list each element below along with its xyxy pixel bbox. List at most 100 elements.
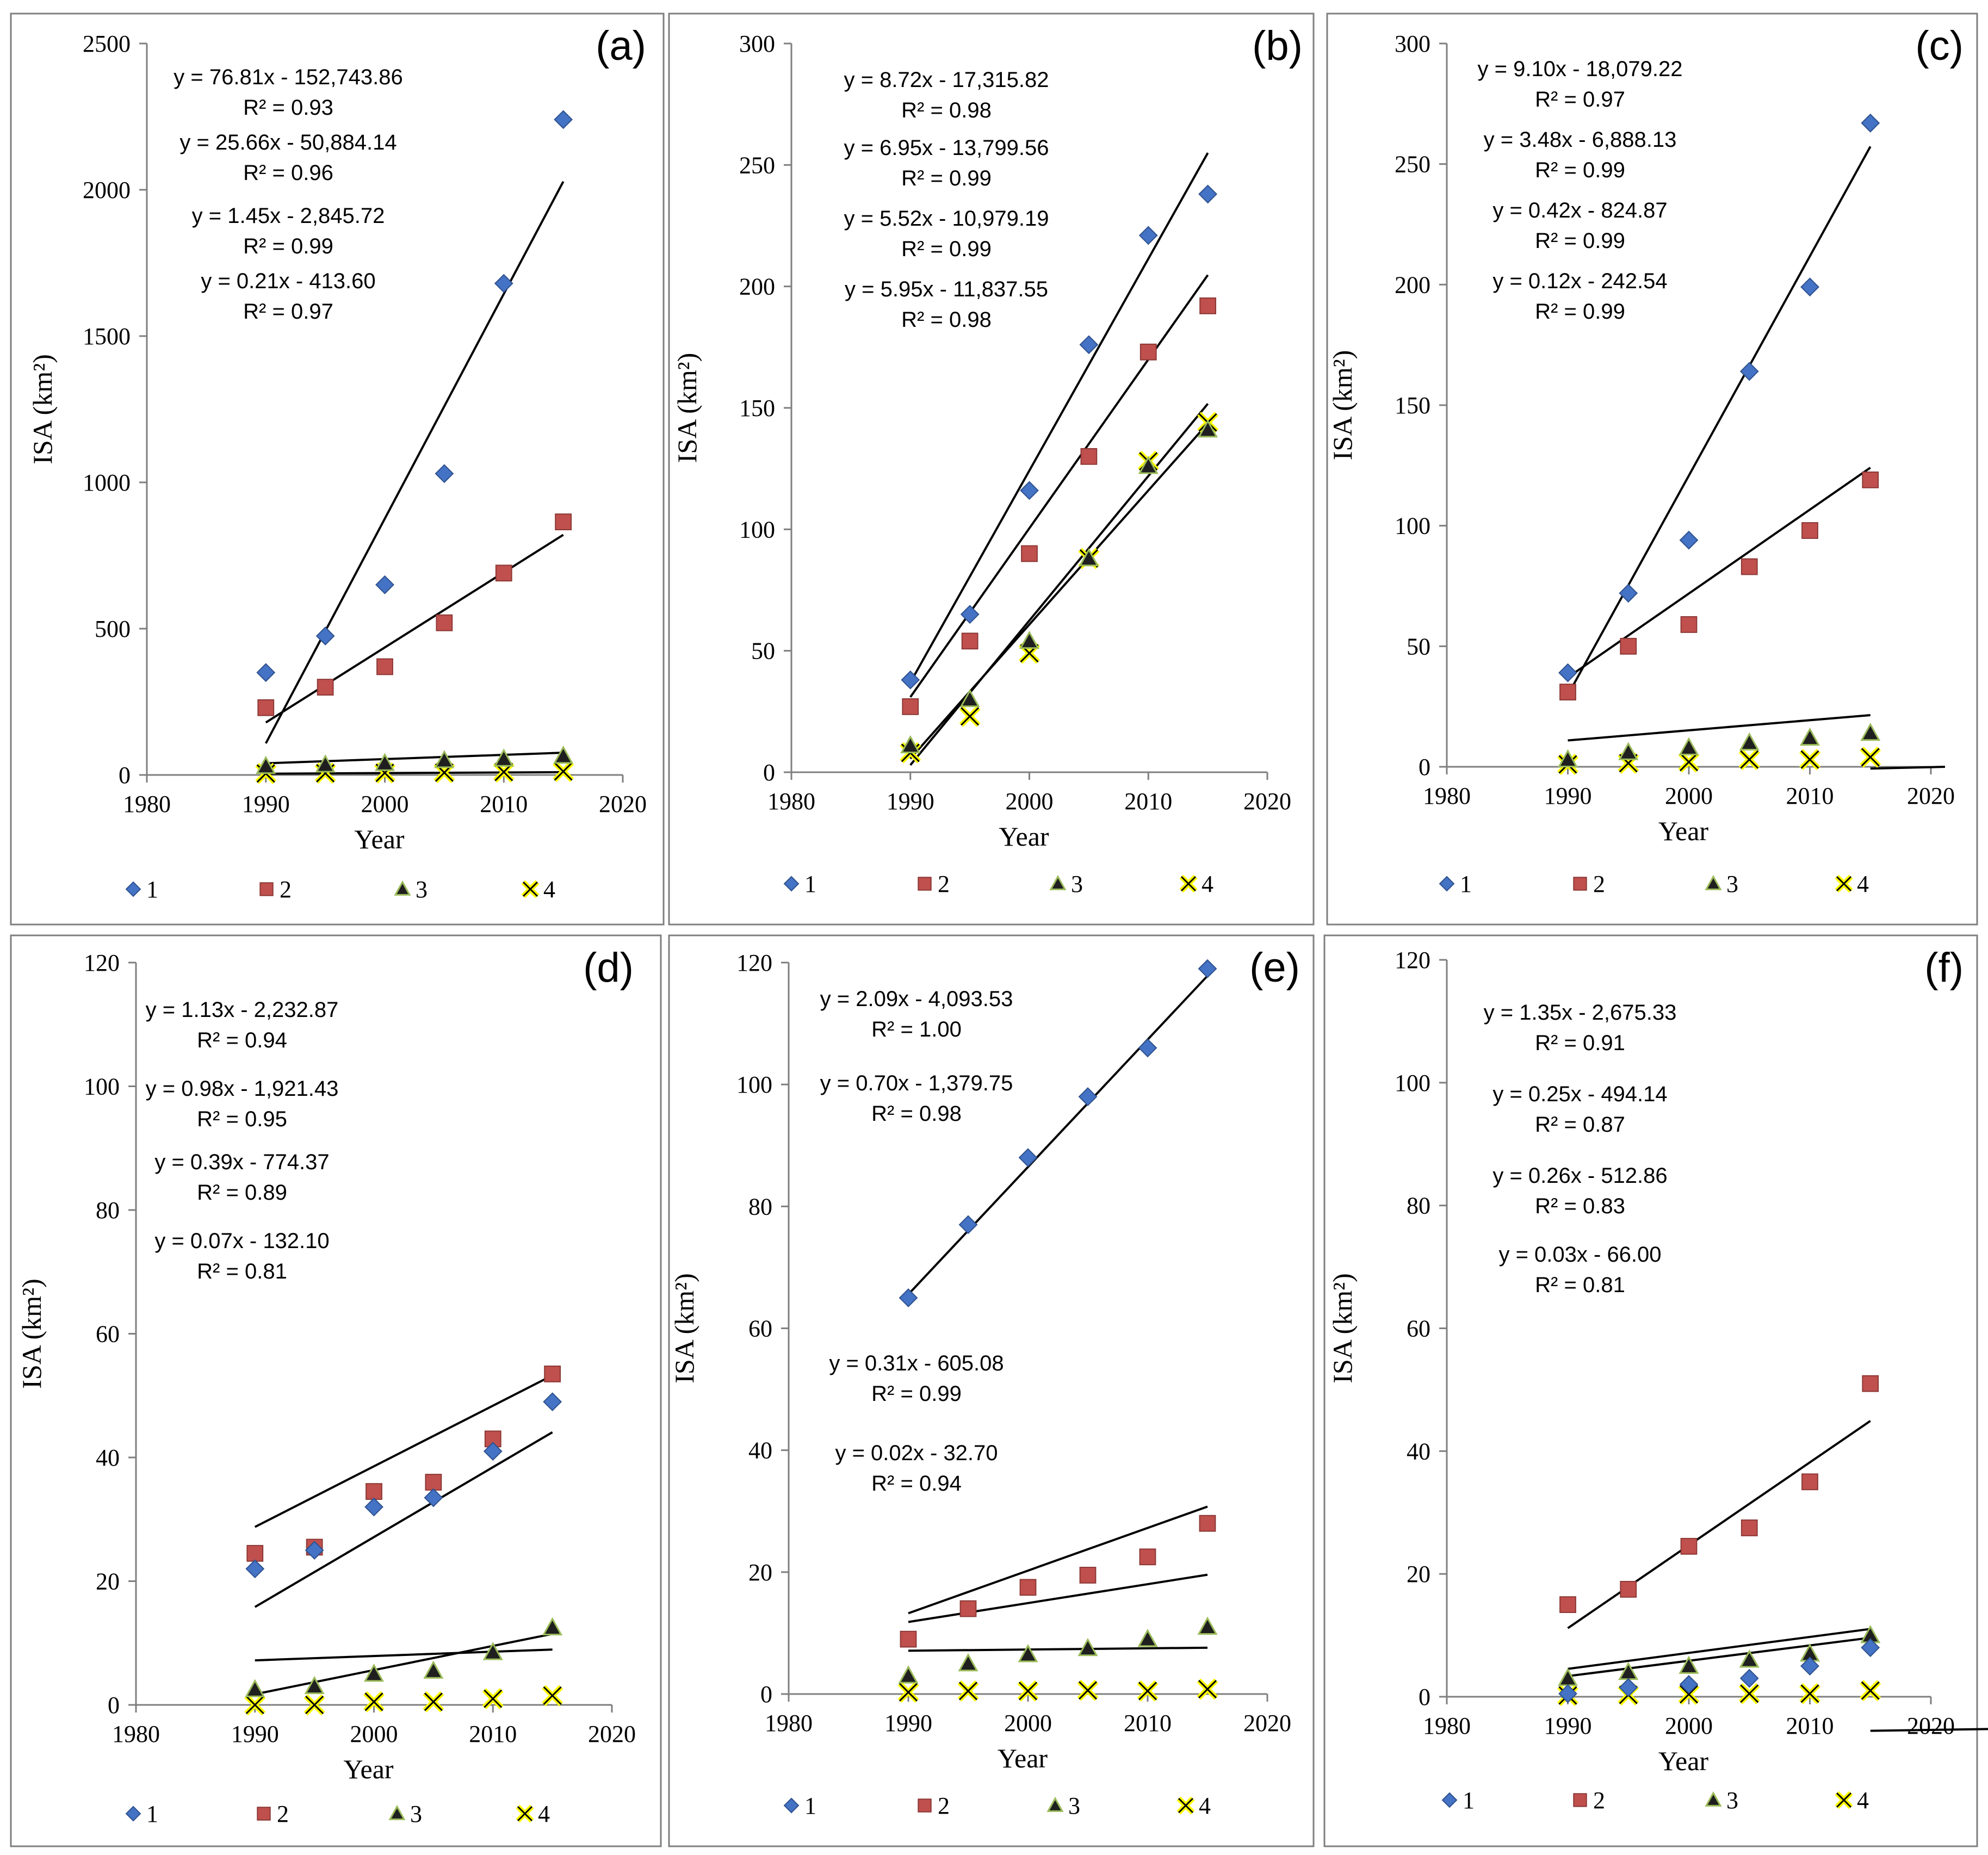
y-tick-label: 150: [1395, 392, 1430, 419]
data-point-series-1: [901, 670, 920, 690]
trend-equation: y = 2.09x - 4,093.53: [820, 987, 1013, 1011]
r-squared-label: R² = 0.97: [1535, 88, 1625, 111]
trend-equation: y = 0.02x - 32.70: [835, 1441, 998, 1465]
x-tick-label: 1990: [884, 1710, 932, 1736]
data-point-series-1: [1679, 1675, 1699, 1694]
trend-equation: y = 0.26x - 512.86: [1492, 1164, 1667, 1188]
y-tick-label: 120: [84, 950, 120, 976]
legend-marker-3: [394, 880, 411, 896]
data-point-series-4: [542, 1685, 563, 1707]
data-point-series-4: [423, 1691, 444, 1713]
data-point-series-4: [1077, 1679, 1099, 1701]
data-point-series-4: [897, 1682, 919, 1703]
data-point-series-2: [1199, 1515, 1216, 1532]
r-squared-label: R² = 0.96: [243, 161, 333, 185]
data-point-series-4: [1799, 1683, 1821, 1704]
trendline-series-3: [1568, 1636, 1871, 1678]
trend-equation: y = 0.42x - 824.87: [1492, 198, 1667, 222]
data-point-series-3: [1019, 630, 1040, 649]
legend-label: 1: [146, 876, 158, 903]
y-tick-label: 0: [760, 1681, 772, 1708]
trendline-series-4: [1870, 766, 1946, 770]
x-tick-label: 1990: [1544, 783, 1592, 809]
data-point-series-3: [493, 748, 514, 767]
x-axis-title: Year: [343, 1754, 393, 1784]
data-point-series-1: [899, 1288, 918, 1307]
data-point-series-3: [1197, 1616, 1218, 1635]
r-squared-label: R² = 0.99: [1535, 229, 1625, 253]
r-squared-label: R² = 0.99: [901, 166, 992, 190]
data-point-series-1: [1558, 663, 1577, 683]
data-point-series-1: [960, 605, 980, 624]
data-point-series-3: [1860, 722, 1881, 741]
y-tick-label: 300: [1395, 30, 1430, 57]
data-point-series-2: [1862, 1375, 1879, 1392]
r-squared-label: R² = 0.93: [243, 96, 333, 120]
panel-label: (c): [1915, 23, 1964, 69]
data-point-series-4: [1738, 749, 1760, 771]
y-tick-label: 250: [1395, 151, 1430, 178]
data-point-series-3: [1018, 1644, 1038, 1662]
data-point-series-2: [1862, 471, 1879, 488]
legend-marker-1: [783, 1797, 800, 1814]
r-squared-label: R² = 0.91: [1535, 1031, 1625, 1055]
data-point-series-1: [1800, 1657, 1819, 1676]
legend-label: 4: [1857, 1787, 1869, 1814]
legend-label: 1: [804, 871, 816, 897]
trend-equation: y = 1.45x - 2,845.72: [192, 204, 385, 228]
y-tick-label: 100: [1395, 1070, 1430, 1096]
trendline-series-2: [1567, 1420, 1871, 1629]
data-point-series-3: [245, 1679, 265, 1697]
data-point-series-2: [1620, 637, 1637, 655]
data-point-series-4: [1738, 1683, 1760, 1704]
data-point-series-3: [900, 735, 921, 754]
x-tick-label: 2020: [588, 1721, 636, 1747]
data-point-series-3: [363, 1664, 385, 1682]
data-point-series-1: [1861, 113, 1880, 133]
data-point-series-1: [1138, 1038, 1157, 1058]
y-tick-label: 100: [739, 516, 775, 543]
y-tick-label: 1000: [83, 469, 131, 496]
y-axis-title: ISA (km²): [27, 354, 58, 464]
r-squared-label: R² = 0.99: [871, 1382, 962, 1406]
data-point-series-4: [1860, 746, 1881, 768]
trend-equation: y = 0.70x - 1,379.75: [820, 1071, 1013, 1095]
legend-marker-3: [1705, 874, 1722, 890]
data-point-series-2: [366, 1483, 382, 1500]
legend-label: 3: [416, 876, 428, 903]
trendline-series-3: [909, 423, 1209, 760]
y-tick-label: 0: [119, 762, 131, 789]
data-point-series-2: [246, 1544, 264, 1562]
legend-marker-1: [1441, 1792, 1458, 1808]
legend-label: 4: [1199, 1792, 1211, 1819]
y-tick-label: 2500: [83, 30, 131, 57]
r-squared-label: R² = 0.98: [901, 98, 992, 122]
r-squared-label: R² = 0.99: [1535, 158, 1625, 182]
trend-equation: y = 5.95x - 11,837.55: [845, 277, 1048, 301]
x-tick-label: 2000: [1665, 783, 1713, 809]
y-tick-label: 0: [108, 1692, 120, 1718]
data-point-series-2: [1139, 343, 1157, 361]
data-point-series-3: [1618, 742, 1639, 760]
panel-label: (b): [1252, 23, 1303, 69]
y-axis-title: ISA (km²): [672, 353, 702, 463]
legend-marker-1: [1439, 876, 1455, 892]
y-tick-label: 40: [748, 1437, 772, 1464]
x-tick-label: 2020: [1243, 788, 1291, 815]
data-point-series-2: [1139, 1548, 1156, 1566]
data-point-series-4: [1017, 1680, 1039, 1702]
x-tick-label: 2020: [1243, 1710, 1291, 1736]
data-point-series-1: [1078, 1087, 1098, 1106]
y-tick-label: 150: [739, 395, 775, 421]
trendline-series-2: [1567, 467, 1871, 679]
data-point-series-4: [1799, 749, 1821, 771]
data-point-series-2: [1741, 558, 1758, 575]
trend-equation: y = 0.25x - 494.14: [1492, 1082, 1667, 1106]
legend-label: 2: [1593, 871, 1605, 897]
y-tick-label: 60: [748, 1316, 772, 1342]
legend-marker-4: [516, 1804, 534, 1823]
y-tick-label: 2000: [83, 177, 131, 203]
data-point-series-3: [959, 688, 980, 708]
legend-marker-3: [388, 1804, 406, 1820]
